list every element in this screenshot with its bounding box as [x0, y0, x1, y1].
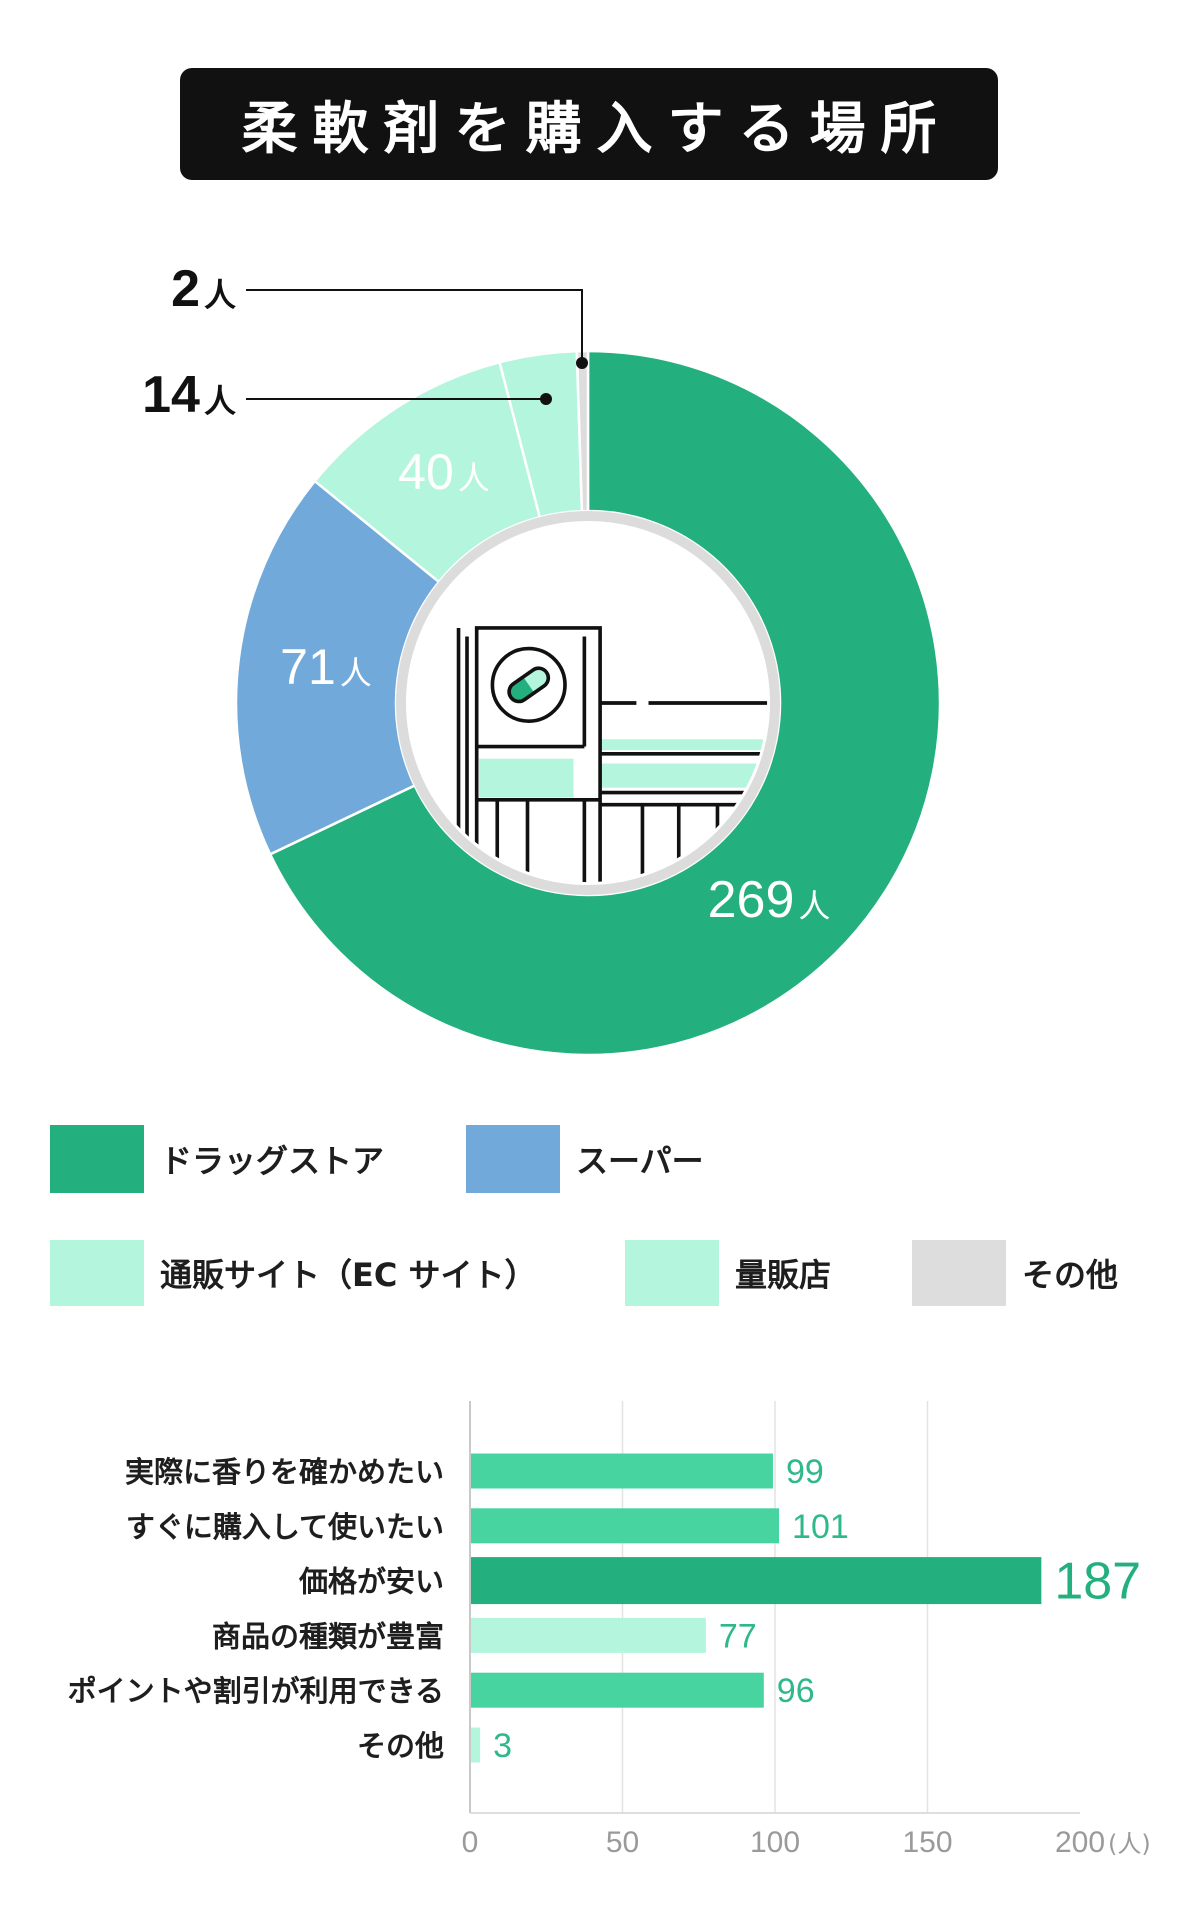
slice-unit: 人: [204, 382, 236, 420]
bar-value-label: 77: [719, 1617, 757, 1655]
legend-swatch: [625, 1240, 719, 1306]
bar: [471, 1617, 706, 1653]
slice-unit: 人: [458, 459, 490, 497]
x-tick-label: 100: [750, 1826, 800, 1859]
bar: [471, 1508, 780, 1544]
slice-unit: 人: [204, 276, 236, 314]
legend-item-mass-retailer: 量販店: [625, 1240, 831, 1306]
x-tick-label: 50: [606, 1826, 639, 1859]
slice-value: 2: [171, 260, 200, 318]
legend-swatch: [466, 1125, 560, 1193]
slice-value-label-drugstore: 269 人: [708, 871, 831, 929]
bar: [471, 1557, 1042, 1605]
leader-line-other: [246, 289, 588, 369]
bar-value-label: 187: [1054, 1553, 1141, 1611]
slice-unit: 人: [340, 654, 372, 692]
legend-label: スーパー: [576, 1142, 704, 1180]
chart-title: 柔軟剤を購入する場所: [241, 96, 952, 162]
slice-value: 71: [280, 639, 336, 695]
bar-grid: 0 50 100 150 200 (人): [462, 1401, 1151, 1859]
legend-label: 通販サイト（EC サイト）: [160, 1256, 537, 1294]
slice-value-label-online-shop: 40 人: [398, 444, 490, 500]
slice-value-label-mass-retailer: 14 人: [142, 366, 236, 424]
bar: [471, 1453, 773, 1489]
legend-label: ドラッグストア: [160, 1142, 385, 1180]
slice-value: 269: [708, 871, 795, 929]
bar-category-label: その他: [357, 1729, 444, 1763]
x-axis-unit: (人): [1108, 1830, 1151, 1858]
bar-chart: 0 50 100 150 200 (人) 99 実際に香りを確かめたい 101 すぐに購入して使…: [68, 1401, 1151, 1859]
slice-value-label-supermarket: 71 人: [280, 639, 372, 695]
legend-item-supermarket: スーパー: [466, 1125, 704, 1193]
donut-chart: 269 人71 人40 人14 人2 人: [142, 260, 942, 1057]
slice-value: 14: [142, 366, 200, 424]
legend-swatch: [50, 1125, 144, 1193]
bar-category-label: ポイントや割引が利用できる: [68, 1674, 444, 1708]
x-tick-label: 200: [1055, 1826, 1105, 1859]
bar: [471, 1727, 481, 1763]
x-tick-label: 0: [462, 1826, 479, 1859]
legend-item-online-shop: 通販サイト（EC サイト）: [50, 1240, 537, 1306]
donut-labels: 269 人71 人40 人14 人2 人: [142, 260, 830, 929]
bar-value-label: 3: [493, 1727, 512, 1765]
legend-label: その他: [1022, 1256, 1119, 1294]
leader-line-mass-retailer: [246, 393, 552, 405]
bar-category-label: 価格が安い: [298, 1565, 444, 1599]
bar-category-label: すぐに購入して使いたい: [126, 1510, 444, 1544]
bar-marks: [471, 1453, 1042, 1763]
bar-labels: 99 実際に香りを確かめたい 101 すぐに購入して使いたい 187 価格が安い 77 商品の…: [68, 1453, 1142, 1765]
chart-title-box: 柔軟剤を購入する場所: [180, 68, 998, 180]
legend-label: 量販店: [735, 1256, 832, 1294]
bar-value-label: 99: [786, 1453, 824, 1491]
bar: [471, 1672, 764, 1708]
capsule-sign-icon: [490, 646, 567, 723]
slice-unit: 人: [798, 887, 830, 925]
storefront-illustration: [456, 626, 768, 883]
legend-item-other: その他: [912, 1240, 1118, 1306]
bar-category-label: 商品の種類が豊富: [212, 1619, 444, 1653]
legend-swatch: [912, 1240, 1006, 1306]
bar-value-label: 101: [792, 1508, 849, 1546]
legend-swatch: [50, 1240, 144, 1306]
bar-value-label: 96: [777, 1672, 815, 1710]
bar-category-label: 実際に香りを確かめたい: [125, 1455, 444, 1489]
legend-item-drugstore: ドラッグストア: [50, 1125, 384, 1193]
slice-value: 40: [398, 444, 454, 500]
x-tick-label: 150: [902, 1826, 952, 1859]
